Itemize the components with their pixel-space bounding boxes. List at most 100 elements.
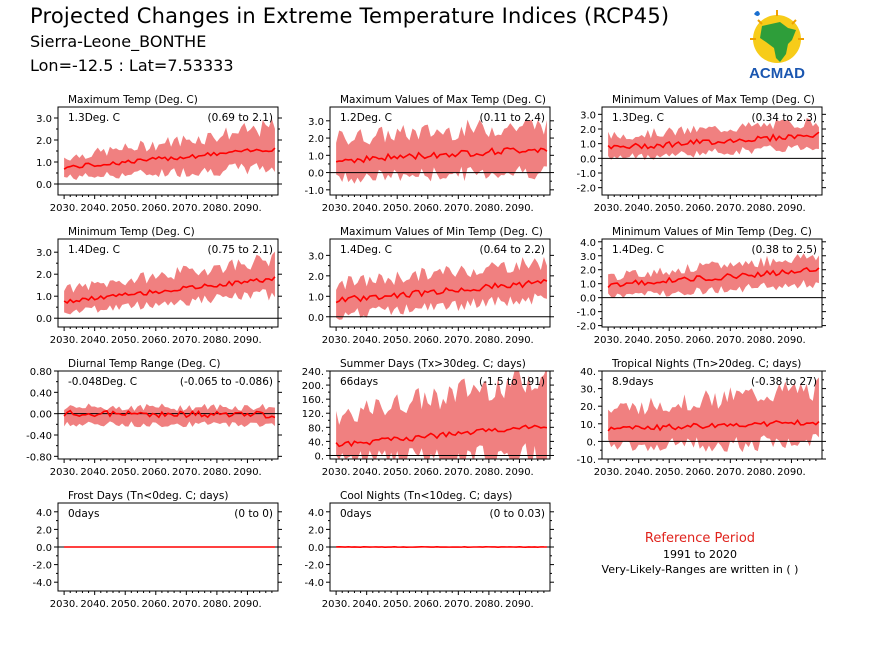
x-tick-label: 2070. [444, 599, 473, 610]
y-tick-label: 10. [580, 420, 596, 431]
chart-panel: -2.0 -1.0 0.0 1.0 2.0 3.0 2030. 2040. 2050. 2060.… [576, 94, 826, 214]
y-tick-label: 0.0 [580, 294, 596, 305]
y-tick-label: 3.0 [308, 117, 324, 128]
x-tick-label: 2070. [716, 203, 745, 214]
y-tick-label: 2.0 [308, 272, 324, 283]
y-tick-label: 2.0 [36, 525, 52, 536]
y-tick-label: 1.0 [36, 158, 52, 169]
x-tick-label: 2050. [111, 599, 140, 610]
plot-area [58, 403, 278, 428]
x-tick-label: 2070. [172, 467, 201, 478]
plot-area [330, 256, 550, 320]
range-band [608, 253, 819, 299]
y-tick-label: 1.0 [580, 280, 596, 291]
y-tick-label: 2.0 [308, 134, 324, 145]
x-tick-label: 2050. [383, 335, 412, 346]
y-tick-label: 0.0 [308, 543, 324, 554]
x-tick-label: 2030. [322, 335, 351, 346]
x-tick-label: 2090. [505, 203, 534, 214]
median-line [63, 147, 276, 170]
x-tick-label: 2050. [383, 203, 412, 214]
range-label: (-0.065 to -0.086) [180, 376, 273, 388]
x-tick-label: 2060. [141, 467, 170, 478]
mean-change-label: 1.4Deg. C [68, 244, 120, 256]
y-tick-label: 0.0 [308, 169, 324, 180]
x-tick-label: 2060. [413, 467, 442, 478]
range-label: (-1.5 to 191) [479, 376, 545, 388]
x-tick-label: 2050. [655, 467, 684, 478]
plot-area [602, 377, 822, 453]
x-tick-label: 2040. [352, 335, 381, 346]
x-tick-label: 2060. [141, 599, 170, 610]
chart-title: Frost Days (Tn<0deg. C; days) [68, 490, 228, 502]
median-line [63, 409, 276, 419]
x-tick-label: 2070. [444, 203, 473, 214]
acmad-logo: ACMAD [749, 10, 805, 82]
x-tick-label: 2090. [233, 335, 262, 346]
chart-title: Summer Days (Tx>30deg. C; days) [340, 358, 526, 370]
plot-area [330, 546, 550, 548]
range-label: (0.69 to 2.1) [208, 112, 274, 124]
y-tick-label: -2.0 [576, 184, 596, 195]
plot-area [330, 371, 550, 459]
y-tick-label: 0.0 [36, 180, 52, 191]
y-tick-label: -2.0 [32, 561, 52, 572]
y-tick-label: 0.80 [30, 367, 52, 378]
range-band [64, 403, 275, 428]
x-tick-label: 2040. [80, 467, 109, 478]
chart-title: Maximum Values of Min Temp (Deg. C) [340, 226, 543, 238]
chart-title: Minimum Values of Min Temp (Deg. C) [612, 226, 812, 238]
x-tick-label: 2040. [624, 467, 653, 478]
x-tick-label: 2060. [141, 203, 170, 214]
mean-change-label: 0days [340, 508, 371, 520]
chart-title: Tropical Nights (Tn>20deg. C; days) [611, 358, 801, 370]
y-tick-label: 0.40 [30, 388, 52, 399]
y-tick-label: -0.40 [26, 431, 52, 442]
chart-panel: 0.40.80.120.160.200.240.2030. 2040. 2050. 2… [302, 358, 554, 478]
y-tick-label: 2.0 [308, 525, 324, 536]
y-tick-label: 3.0 [36, 114, 52, 125]
y-tick-label: -2.0 [304, 561, 324, 572]
africa-map-icon [750, 10, 804, 63]
range-label: (0 to 0) [234, 508, 273, 520]
median-line [607, 266, 820, 288]
x-tick-label: 2040. [352, 203, 381, 214]
y-tick-label: -1.0 [576, 169, 596, 180]
x-tick-label: 2060. [685, 335, 714, 346]
range-label: (0 to 0.03) [490, 508, 545, 520]
y-tick-label: 1.0 [308, 151, 324, 162]
y-tick-label: 2.0 [580, 125, 596, 136]
range-label: (0.64 to 2.2) [480, 244, 546, 256]
y-tick-label: 3.0 [580, 252, 596, 263]
chart-title: Maximum Temp (Deg. C) [68, 94, 198, 106]
chart-panel: 0.0 1.0 2.0 3.0 2030. 2040. 2050. 2060. 2070. 208… [36, 94, 282, 214]
y-tick-label: 1.0 [580, 140, 596, 151]
x-tick-label: 2050. [111, 467, 140, 478]
x-tick-label: 2070. [444, 467, 473, 478]
x-tick-label: 2090. [777, 467, 806, 478]
y-tick-label: 160. [302, 395, 324, 406]
range-band [64, 118, 275, 180]
x-tick-label: 2050. [111, 203, 140, 214]
median-line [335, 147, 548, 164]
chart-title: Minimum Values of Max Temp (Deg. C) [612, 94, 815, 106]
y-tick-label: 200. [302, 381, 324, 392]
x-tick-label: 2070. [444, 335, 473, 346]
x-tick-label: 2070. [172, 203, 201, 214]
x-tick-label: 2030. [594, 335, 623, 346]
x-tick-label: 2080. [203, 599, 232, 610]
x-tick-label: 2090. [505, 599, 534, 610]
y-tick-label: 4.0 [36, 508, 52, 519]
mean-change-label: 66days [340, 376, 378, 388]
chart-title: Diurnal Temp Range (Deg. C) [68, 358, 220, 370]
x-tick-label: 2050. [383, 599, 412, 610]
y-tick-label: 120. [302, 409, 324, 420]
y-tick-label: 3.0 [308, 251, 324, 262]
y-tick-label: 40. [308, 437, 324, 448]
chart-panel: 0.0 1.0 2.0 3.0 2030. 2040. 2050. 2060. 2070. 208… [36, 226, 282, 346]
range-band [336, 119, 547, 184]
chart-title: Minimum Temp (Deg. C) [68, 226, 195, 238]
x-tick-label: 2040. [80, 335, 109, 346]
range-label: (0.34 to 2.3) [752, 112, 818, 124]
